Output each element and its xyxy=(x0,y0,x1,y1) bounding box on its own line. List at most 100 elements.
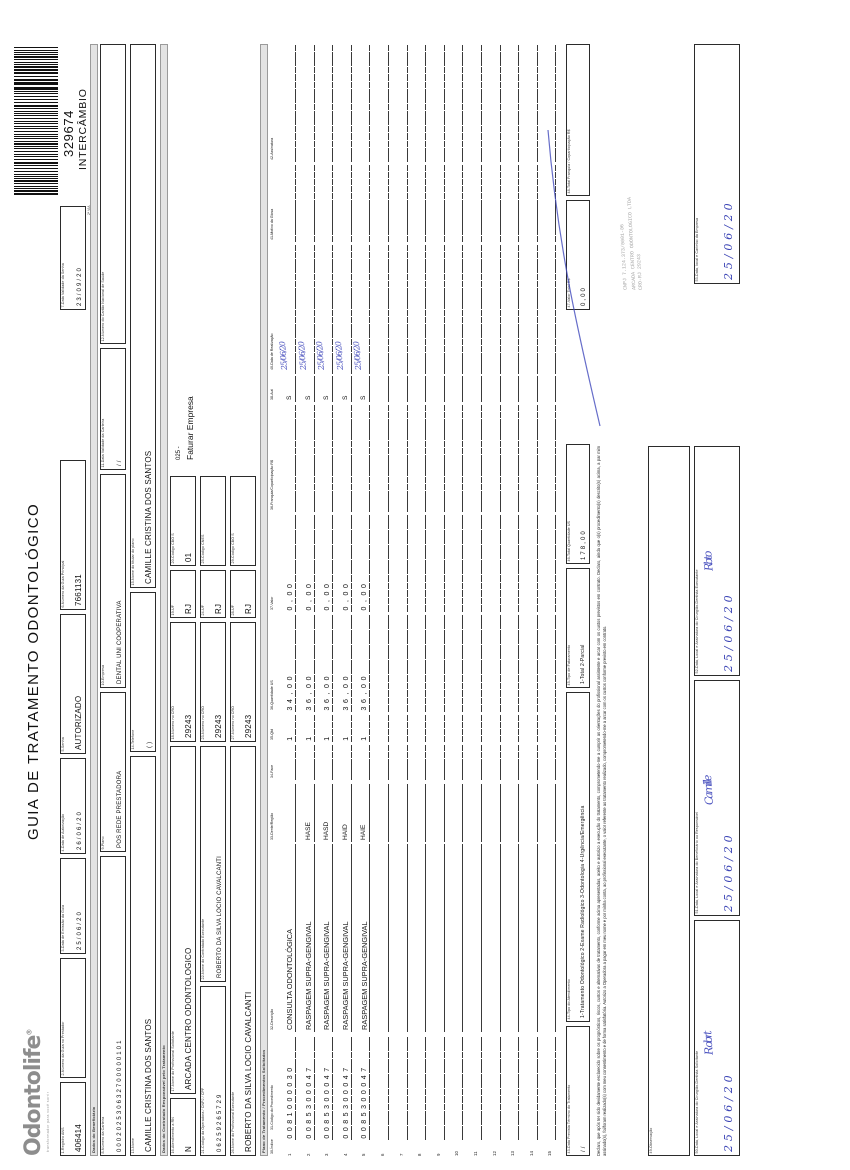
table-cell-fr[interactable] xyxy=(321,404,334,512)
table-cell-qtd[interactable]: 1 xyxy=(303,714,315,742)
table-cell-aut[interactable]: S xyxy=(358,376,371,402)
table-cell-code[interactable] xyxy=(489,1036,501,1140)
table-cell-valor[interactable] xyxy=(544,514,557,612)
table-cell-desc[interactable]: CONSULTA ODONTOLÓGICA xyxy=(284,844,296,1032)
table-cell-region[interactable] xyxy=(451,784,464,842)
field-uf-executante[interactable]: 28-UF RJ xyxy=(230,570,256,618)
table-cell-fr[interactable] xyxy=(358,404,371,512)
field-codigo-cnes[interactable]: 25-Código CNES xyxy=(200,476,226,566)
field-data-validade-senha[interactable]: 7-Data Validade da Senha 2 3 / 0 9 / 2 0 xyxy=(60,206,86,310)
field-data-termino-tratamento[interactable]: 43-Data Prevista Término do Tratamento /… xyxy=(566,1026,590,1156)
table-cell-qtd[interactable]: 1 xyxy=(284,714,296,742)
table-cell-sig[interactable] xyxy=(451,44,464,162)
table-cell-sig[interactable] xyxy=(284,44,296,162)
table-cell-valor[interactable] xyxy=(526,514,538,612)
table-cell-valor[interactable] xyxy=(433,514,445,612)
table-cell-glosa[interactable] xyxy=(303,164,315,242)
table-cell-sig[interactable] xyxy=(544,44,557,162)
table-row[interactable]: 13 xyxy=(505,44,520,1156)
table-row[interactable]: 10 xyxy=(449,44,464,1156)
table-cell-glosa[interactable] xyxy=(358,164,371,242)
table-cell-face[interactable] xyxy=(377,744,389,780)
table-cell-fr[interactable] xyxy=(340,404,352,512)
table-cell-sig[interactable] xyxy=(377,44,389,162)
table-cell-qtd[interactable] xyxy=(451,714,464,742)
table-cell-glosa[interactable] xyxy=(414,164,427,242)
table-cell-qtd[interactable] xyxy=(396,714,408,742)
table-cell-face[interactable] xyxy=(358,744,371,780)
table-row[interactable]: 11 xyxy=(468,44,483,1156)
table-cell-glosa[interactable] xyxy=(470,164,482,242)
table-cell-desc[interactable] xyxy=(470,844,482,1032)
table-cell-valor[interactable] xyxy=(470,514,482,612)
table-cell-code[interactable] xyxy=(470,1036,482,1140)
table-cell-region[interactable]: HASE xyxy=(302,784,315,842)
table-cell-face[interactable] xyxy=(414,744,427,780)
table-cell-region[interactable] xyxy=(507,784,520,842)
table-cell-aut[interactable]: S xyxy=(302,376,315,402)
table-cell-sig[interactable] xyxy=(358,44,371,162)
field-cartao-nacional-saude[interactable]: 12-Número do Cartão Nacional de Saúde xyxy=(100,44,126,344)
field-valor-total[interactable]: 47-Valor Total R$ 0 , 0 0 xyxy=(566,200,590,310)
table-cell-valor[interactable] xyxy=(451,514,464,612)
table-cell-fr[interactable] xyxy=(303,404,315,512)
table-row[interactable]: 1 0 0 8 1 0 0 0 0 3 0 CONSULTA ODONTOLÓGICA 1 3 4, 0 0 0,… xyxy=(282,44,297,1156)
table-cell-desc[interactable]: RASPAGEM SUPRA-GENGIVAL xyxy=(302,844,315,1032)
table-row[interactable]: 12 xyxy=(487,44,502,1156)
table-cell-aut[interactable]: S xyxy=(284,376,296,402)
table-cell-desc[interactable] xyxy=(544,844,557,1032)
table-cell-fr[interactable] xyxy=(284,404,296,512)
field-data-emissao-guia[interactable]: 3-Data de Emissão da Guia 2 5 / 0 6 / 2 … xyxy=(60,858,86,954)
field-uf-contratado[interactable]: 24-UF RJ xyxy=(200,570,226,618)
table-cell-fr[interactable] xyxy=(489,404,501,512)
table-cell-desc[interactable] xyxy=(377,844,389,1032)
table-cell-desc[interactable] xyxy=(414,844,427,1032)
table-cell-face[interactable] xyxy=(396,744,408,780)
table-cell-fr[interactable] xyxy=(526,404,538,512)
table-cell-glosa[interactable] xyxy=(321,164,334,242)
table-cell-fr[interactable] xyxy=(377,404,389,512)
table-cell-code[interactable] xyxy=(507,1036,520,1140)
field-tipo-atendimento[interactable]: 44-Tipo do Atendimento 1-Tratamento Odon… xyxy=(566,692,590,1022)
field-empresa[interactable]: 10-Empresa DENTAL UNI COOPERATIVA xyxy=(100,474,126,688)
table-cell-code[interactable] xyxy=(433,1036,445,1140)
table-cell-sig[interactable] xyxy=(414,44,427,162)
field-numero-cro-solicitante[interactable]: 18-Número no CRO 29243 xyxy=(170,622,196,742)
table-cell-qtd_us[interactable] xyxy=(544,614,557,712)
table-cell-qtd[interactable] xyxy=(507,714,520,742)
table-cell-glosa[interactable] xyxy=(284,164,296,242)
table-cell-face[interactable] xyxy=(340,744,352,780)
table-cell-face[interactable] xyxy=(544,744,557,780)
table-cell-desc[interactable]: RASPAGEM SUPRA-GENGIVAL xyxy=(339,844,352,1032)
field-registro-ans[interactable]: 1-Registro ANS 406414 xyxy=(60,1082,86,1156)
signature-block-company-stamp[interactable]: 53-Data, local e Carimbo da Empresa 2 5 … xyxy=(694,44,740,284)
table-cell-qtd_us[interactable] xyxy=(526,614,538,712)
table-cell-aut[interactable] xyxy=(525,376,538,402)
table-cell-aut[interactable] xyxy=(507,376,520,402)
table-cell-aut[interactable] xyxy=(395,376,408,402)
field-total-franquia[interactable]: 48-Total Franquia / Coparticipação R$ xyxy=(566,44,590,196)
table-cell-data[interactable] xyxy=(544,244,557,374)
table-cell-aut[interactable] xyxy=(470,376,482,402)
field-numero-guia-principal[interactable]: 6-Número da Guia Principal 7661131 xyxy=(60,460,86,610)
table-cell-qtd_us[interactable] xyxy=(377,614,389,712)
table-row[interactable]: 4 0 0 8 5 3 0 0 0 4 7 RASPAGEM SUPRA-GENGIVAL HAID 1 3… xyxy=(338,44,353,1156)
table-row[interactable]: 6 xyxy=(375,44,390,1156)
table-cell-data[interactable] xyxy=(433,244,445,374)
field-data-autorizacao[interactable]: 4-Data de Autorização 2 6 / 0 6 / 2 0 xyxy=(60,758,86,854)
field-nome-titular-plano[interactable]: 15-Nome do titular do plano CAMILLE CRIS… xyxy=(130,44,156,588)
table-cell-sig[interactable] xyxy=(507,44,520,162)
table-cell-sig[interactable] xyxy=(526,44,538,162)
table-cell-face[interactable] xyxy=(284,744,296,780)
table-cell-data[interactable] xyxy=(377,244,389,374)
table-cell-aut[interactable] xyxy=(451,376,464,402)
table-cell-data[interactable] xyxy=(451,244,464,374)
